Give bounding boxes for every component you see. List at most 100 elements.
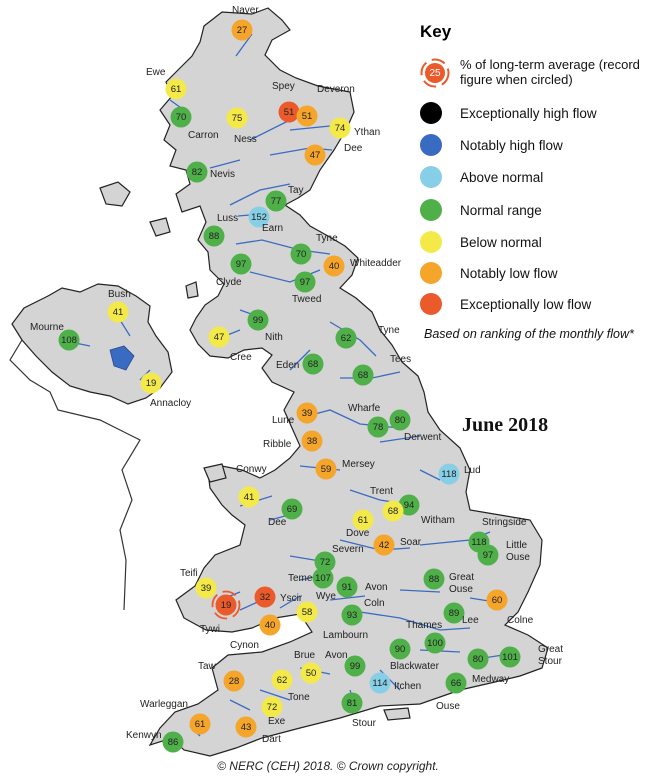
key-swatch bbox=[420, 134, 442, 156]
station-name: Cree bbox=[230, 352, 252, 363]
station-name: Tweed bbox=[292, 294, 321, 305]
station-colne: 60 Colne bbox=[486, 589, 534, 626]
island-anglesey bbox=[203, 463, 227, 483]
station-value: 114 bbox=[372, 678, 387, 689]
station-carron: Carron bbox=[188, 130, 219, 141]
station-marker bbox=[373, 534, 395, 556]
station-marker bbox=[335, 327, 357, 349]
stations-layer: 27Naver61Ewe70Carron75Ness51Spey51Devero… bbox=[30, 5, 563, 753]
station-mourne: 108 Mourne bbox=[30, 322, 80, 351]
station-soar: 42 Soar bbox=[373, 534, 422, 556]
station-value: 90 bbox=[395, 644, 406, 655]
station-value: 77 bbox=[271, 196, 282, 207]
station-value: 118 bbox=[441, 469, 456, 480]
station-name: Trent bbox=[370, 486, 393, 497]
station-ythan: 74 Ythan bbox=[329, 117, 380, 139]
station-marker bbox=[281, 498, 303, 520]
key-item: Exceptionally high flow bbox=[420, 102, 597, 124]
station-value: 62 bbox=[341, 333, 352, 344]
station-marker bbox=[443, 602, 465, 624]
station-name: Earn bbox=[262, 223, 283, 234]
record-example-icon: 25 bbox=[420, 58, 450, 88]
station-value: 101 bbox=[502, 652, 518, 663]
station-name: Naver bbox=[232, 5, 259, 16]
station-luss: 88 Luss bbox=[203, 213, 238, 247]
station-derwent: 80 Derwent bbox=[389, 409, 441, 443]
station-name: Mersey bbox=[342, 459, 375, 470]
station-marker bbox=[477, 544, 499, 566]
station-value: 19 bbox=[146, 378, 157, 389]
station-lune: 39 Lune bbox=[272, 402, 318, 426]
station-value: 41 bbox=[244, 492, 255, 503]
station-marker bbox=[265, 190, 287, 212]
station-value: 19 bbox=[221, 600, 232, 611]
station-name: Lud bbox=[464, 465, 481, 476]
station-avon: 91 Avon bbox=[336, 576, 388, 598]
station-value: 97 bbox=[236, 259, 247, 270]
station-value: 97 bbox=[300, 277, 311, 288]
station-marker bbox=[259, 614, 281, 636]
station-name: Brue bbox=[294, 650, 316, 661]
station-marker bbox=[254, 586, 276, 608]
station-taw: 28 Taw bbox=[198, 661, 245, 692]
station-name: Great Stour bbox=[538, 644, 563, 667]
station-value: 51 bbox=[284, 107, 295, 118]
station-marker bbox=[300, 662, 322, 684]
island-mull bbox=[149, 217, 171, 237]
station-conwy: 41 Conwy bbox=[236, 464, 267, 508]
station-marker bbox=[296, 402, 318, 424]
station-name: Wye bbox=[316, 591, 336, 602]
station-wharfe: 78 Wharfe bbox=[348, 403, 389, 438]
station-tay: 77 Tay bbox=[265, 185, 304, 212]
station-marker bbox=[323, 255, 345, 277]
station-value: 94 bbox=[404, 500, 415, 511]
station-name: Exe bbox=[268, 716, 286, 727]
station-marker bbox=[140, 372, 162, 394]
station-value: 66 bbox=[451, 678, 462, 689]
station-value: 51 bbox=[302, 111, 313, 122]
key-label: Above normal bbox=[460, 169, 544, 185]
station-yscir: 32 Yscir bbox=[254, 586, 303, 608]
station-value: 68 bbox=[308, 359, 319, 370]
station-marker bbox=[367, 416, 389, 438]
station-name: Tay bbox=[288, 185, 304, 196]
station-name: Tees bbox=[390, 354, 411, 365]
station-marker bbox=[296, 601, 318, 623]
station-name: Dee bbox=[268, 517, 287, 528]
station-annacloy: 19 Annacloy bbox=[140, 372, 191, 409]
station-marker bbox=[296, 105, 318, 127]
station-deveron: 51 Deveron bbox=[296, 84, 355, 127]
station-name: Conwy bbox=[236, 464, 267, 475]
station-name: Coln bbox=[364, 598, 385, 609]
station-marker bbox=[389, 638, 411, 660]
station-value: 38 bbox=[307, 436, 318, 447]
station-marker bbox=[278, 101, 300, 123]
station-spey: 51 Spey bbox=[272, 81, 300, 123]
station-value: 40 bbox=[265, 620, 276, 631]
station-marker bbox=[290, 243, 312, 265]
station-mersey: 59 Mersey bbox=[315, 458, 375, 480]
station-marker bbox=[58, 329, 80, 351]
key-label: Normal range bbox=[460, 202, 542, 218]
station-value: 61 bbox=[195, 719, 206, 730]
station-name: Cynon bbox=[230, 640, 259, 651]
station-name: Ribble bbox=[263, 439, 292, 450]
station-value: 74 bbox=[335, 123, 346, 134]
station-marker bbox=[304, 144, 326, 166]
station-value: 59 bbox=[321, 464, 332, 475]
station-value: 89 bbox=[449, 608, 460, 619]
station-marker bbox=[499, 646, 521, 668]
station-name: Lee bbox=[462, 615, 479, 626]
island-wight bbox=[383, 707, 411, 721]
station-little-ouse: 97 Little Ouse bbox=[477, 540, 530, 566]
station-name: Tyne bbox=[378, 325, 400, 336]
station-value: 91 bbox=[342, 582, 353, 593]
station-value: 80 bbox=[395, 415, 406, 426]
station-name: Carron bbox=[188, 130, 219, 141]
station-great-ouse: 88 Great Ouse bbox=[423, 568, 474, 595]
station-tees: 68 Tees bbox=[352, 354, 411, 386]
station-marker bbox=[302, 353, 324, 375]
station-tweed: 97 Tweed bbox=[292, 271, 321, 305]
